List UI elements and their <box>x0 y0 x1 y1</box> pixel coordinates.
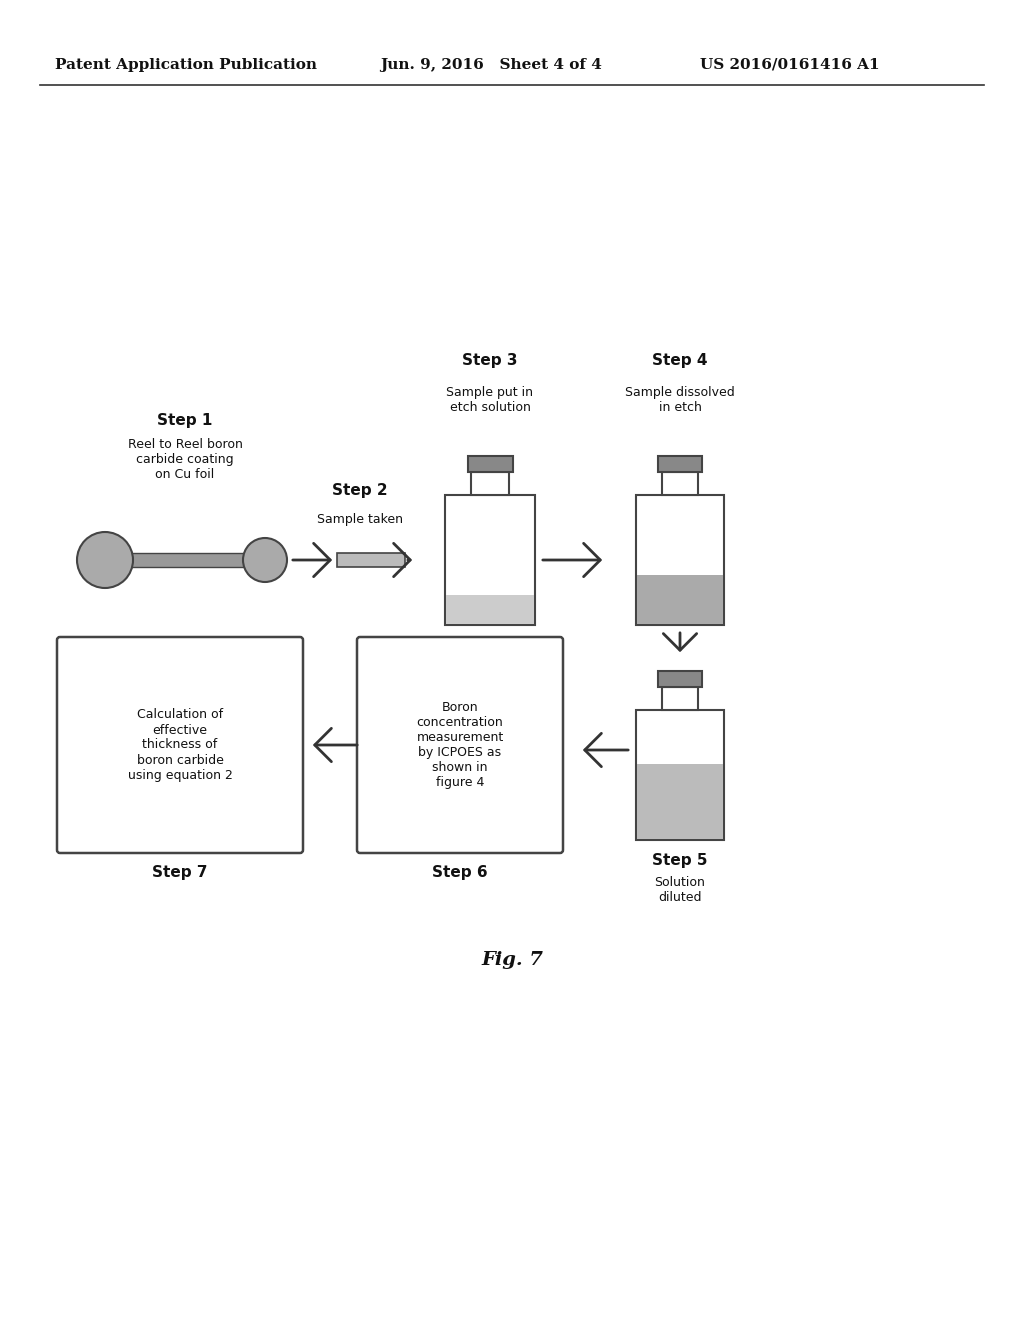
Bar <box>658 455 702 471</box>
Text: Jun. 9, 2016   Sheet 4 of 4: Jun. 9, 2016 Sheet 4 of 4 <box>380 58 602 73</box>
FancyBboxPatch shape <box>57 638 303 853</box>
Text: Sample dissolved
in etch: Sample dissolved in etch <box>625 385 735 414</box>
Text: Step 3: Step 3 <box>462 352 518 367</box>
FancyBboxPatch shape <box>357 638 563 853</box>
Text: Boron
concentration
measurement
by ICPOES as
shown in
figure 4: Boron concentration measurement by ICPOE… <box>417 701 504 789</box>
Bar <box>127 553 247 568</box>
Bar <box>636 495 724 624</box>
Bar <box>636 710 724 840</box>
Bar <box>471 471 509 495</box>
Text: US 2016/0161416 A1: US 2016/0161416 A1 <box>700 58 880 73</box>
Text: Step 7: Step 7 <box>153 865 208 879</box>
Text: Step 2: Step 2 <box>332 483 388 498</box>
Circle shape <box>77 532 133 587</box>
Text: Fig. 7: Fig. 7 <box>481 950 543 969</box>
Text: Reel to Reel boron
carbide coating
on Cu foil: Reel to Reel boron carbide coating on Cu… <box>128 438 243 482</box>
Bar <box>337 553 406 568</box>
Text: Step 1: Step 1 <box>158 412 213 428</box>
Text: Step 5: Step 5 <box>652 853 708 867</box>
Circle shape <box>243 539 287 582</box>
Bar <box>445 495 535 624</box>
Text: Sample put in
etch solution: Sample put in etch solution <box>446 385 534 414</box>
Bar <box>637 763 723 840</box>
Bar <box>662 471 698 495</box>
Bar <box>637 574 723 624</box>
Bar <box>446 595 534 624</box>
Text: Patent Application Publication: Patent Application Publication <box>55 58 317 73</box>
Bar <box>468 455 512 471</box>
Text: Calculation of
effective
thickness of
boron carbide
using equation 2: Calculation of effective thickness of bo… <box>128 709 232 781</box>
Text: Step 4: Step 4 <box>652 352 708 367</box>
Text: Step 6: Step 6 <box>432 865 487 879</box>
Bar <box>662 686 698 710</box>
Bar <box>658 671 702 686</box>
Text: Sample taken: Sample taken <box>317 513 403 527</box>
Text: Solution
diluted: Solution diluted <box>654 876 706 904</box>
